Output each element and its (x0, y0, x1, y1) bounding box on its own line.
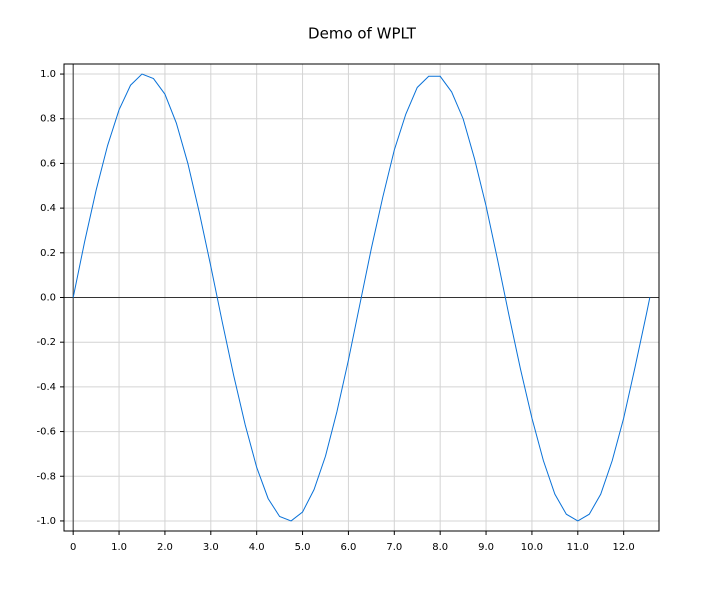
x-tick-label: 0 (70, 542, 76, 553)
y-tick-label: -0.4 (36, 382, 56, 393)
x-tick-label: 1.0 (111, 542, 127, 553)
data-line (72, 73, 651, 522)
x-tick-label: 6.0 (340, 542, 356, 553)
chart-title: Demo of WPLT (308, 25, 417, 43)
x-tick-label: 3.0 (203, 542, 219, 553)
y-tick-label: -1.0 (36, 516, 56, 527)
y-tick-label: 0.4 (40, 203, 56, 214)
y-tick-label: 0.2 (40, 248, 56, 259)
x-tick-label: 11.0 (567, 542, 589, 553)
x-tick-label: 12.0 (613, 542, 635, 553)
x-tick-label: 5.0 (295, 542, 311, 553)
y-tick-label: -0.6 (36, 427, 56, 438)
y-tick-label: -0.2 (36, 337, 56, 348)
x-tick-label: 8.0 (432, 542, 448, 553)
x-tick-label: 4.0 (249, 542, 265, 553)
x-tick-label: 10.0 (521, 542, 543, 553)
y-tick-label: 0.8 (40, 114, 56, 125)
x-tick-label: 2.0 (157, 542, 173, 553)
y-tick-label: -0.8 (36, 471, 56, 482)
x-tick-label: 9.0 (478, 542, 494, 553)
y-tick-label: 0.0 (40, 293, 56, 304)
plot-frame (63, 63, 660, 532)
y-tick-label: 0.6 (40, 158, 56, 169)
y-tick-label: 1.0 (40, 69, 56, 80)
x-tick-label: 7.0 (386, 542, 402, 553)
